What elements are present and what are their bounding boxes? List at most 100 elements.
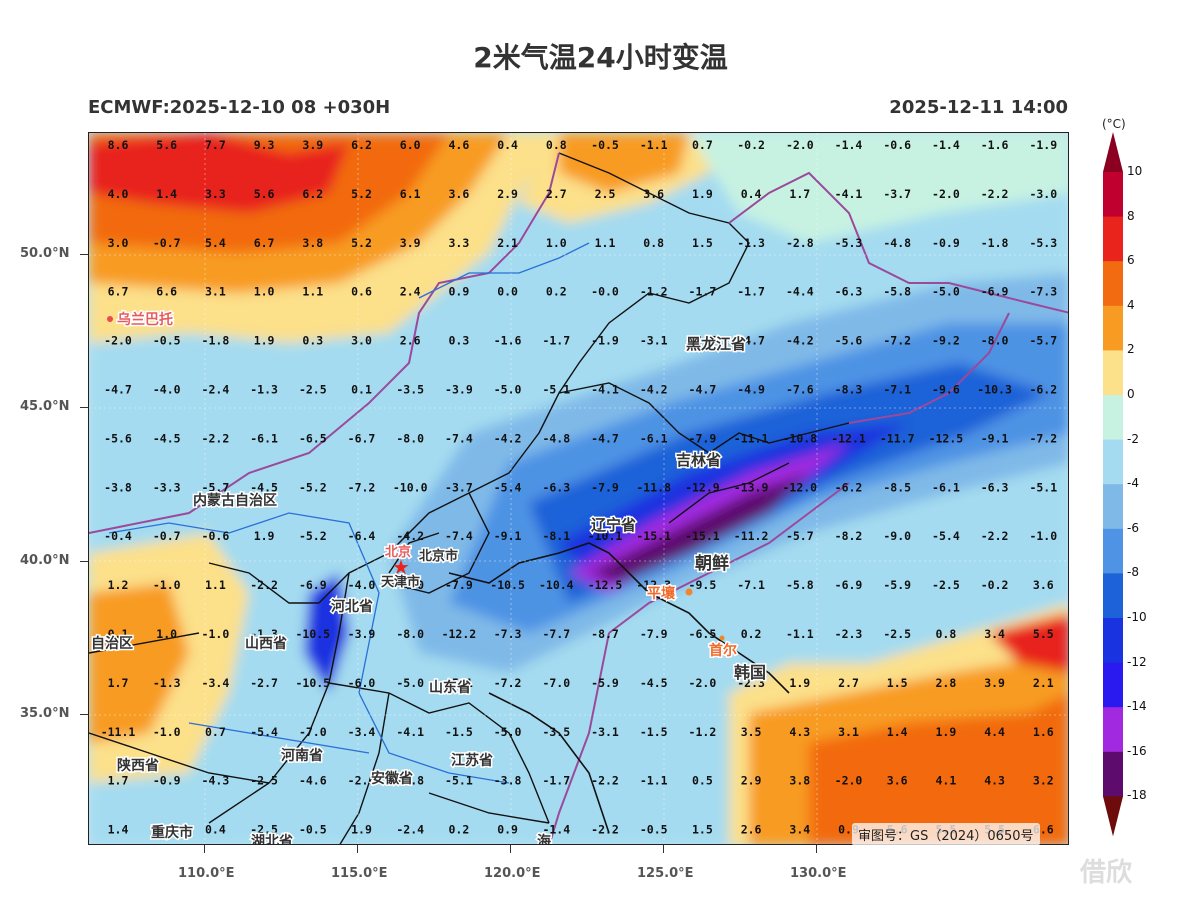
grid-value: -9.1 <box>494 529 522 543</box>
colorbar-segment <box>1103 350 1123 396</box>
grid-value: 1.4 <box>156 823 177 837</box>
grid-value: -1.1 <box>786 627 814 641</box>
grid-value: -8.3 <box>835 383 863 397</box>
grid-value: -15.1 <box>685 529 720 543</box>
grid-value: 2.4 <box>400 285 421 299</box>
longitude-tick-mark <box>663 845 664 853</box>
grid-value: -9.5 <box>689 578 717 592</box>
grid-value: 2.5 <box>595 187 616 201</box>
grid-value: -3.7 <box>445 480 473 494</box>
grid-value: -0.9 <box>932 236 960 250</box>
grid-value: -6.7 <box>348 431 376 445</box>
grid-value: 1.9 <box>254 334 275 348</box>
grid-value: -11.7 <box>880 431 915 445</box>
label-anhui: 安徽省 <box>371 770 413 787</box>
colorbar-segment <box>1103 662 1123 708</box>
grid-value: -7.2 <box>1029 431 1057 445</box>
colorbar-tick-label: -14 <box>1127 699 1147 714</box>
grid-value: 0.9 <box>449 285 470 299</box>
grid-value: 2.9 <box>741 774 762 788</box>
grid-value: -5.6 <box>104 431 132 445</box>
grid-value: 1.9 <box>789 676 810 690</box>
grid-value: -6.5 <box>689 627 717 641</box>
province-borders <box>89 152 850 844</box>
grid-value: 4.3 <box>984 774 1005 788</box>
place-labels: 乌兰巴托 黑龙江省 内蒙古自治区 吉林省 辽宁省 朝鲜 平壤 北京 北京市 天津… <box>90 310 768 845</box>
grid-value: -7.9 <box>689 431 717 445</box>
grid-value: 2.6 <box>400 334 421 348</box>
grid-value: 3.6 <box>449 187 470 201</box>
grid-value: 1.5 <box>692 236 713 250</box>
colorbar-tick-label: -10 <box>1127 610 1147 624</box>
grid-value: -12.0 <box>782 480 817 494</box>
colorbar <box>1103 132 1123 837</box>
longitude-tick-mark <box>816 845 817 853</box>
label-jiangsu: 江苏省 <box>451 752 493 769</box>
grid-value: 0.9 <box>497 823 518 837</box>
grid-value: 0.8 <box>936 627 957 641</box>
grid-value: -0.0 <box>591 285 619 299</box>
grid-value: -0.6 <box>883 138 911 152</box>
colorbar-segment <box>1103 528 1123 574</box>
label-shandong: 山东省 <box>429 679 471 696</box>
grid-values: 8.6 5.6 7.7 9.3 3.9 6.2 6.0 4.6 0.4 0.8 -0.5 -1.1 0.… <box>101 138 1058 837</box>
grid-value: -1.7 <box>542 774 570 788</box>
grid-value: -2.8 <box>396 774 424 788</box>
grid-value: 3.4 <box>984 627 1005 641</box>
grid-value: -4.0 <box>348 578 376 592</box>
grid-value: 1.5 <box>887 676 908 690</box>
grid-value: 4.6 <box>449 138 470 152</box>
grid-value: -1.1 <box>640 138 668 152</box>
grid-value: -7.2 <box>348 480 376 494</box>
grid-value: 7.7 <box>205 138 226 152</box>
grid-value: 2.8 <box>936 676 957 690</box>
grid-value: 3.1 <box>838 725 859 739</box>
grid-value: -12.3 <box>636 578 671 592</box>
grid-value: -5.7 <box>786 529 814 543</box>
grid-value: 3.5 <box>741 725 762 739</box>
label-sea: 海 <box>537 833 551 845</box>
grid-value: 3.6 <box>887 774 908 788</box>
national-borders <box>89 152 1068 844</box>
grid-value: 0.6 <box>351 285 372 299</box>
grid-value: 3.2 <box>1033 774 1054 788</box>
colorbar-tick-label: -12 <box>1127 654 1147 669</box>
grid-value: 0.1 <box>351 383 372 397</box>
grid-value: -5.4 <box>932 529 960 543</box>
label-pyongyang: 平壤 <box>647 585 676 602</box>
grid-value: -6.4 <box>348 529 376 543</box>
grid-value: 9.3 <box>254 138 275 152</box>
grid-value: 3.3 <box>449 236 470 250</box>
grid-value: 3.4 <box>789 823 810 837</box>
grid-value: -6.9 <box>981 285 1009 299</box>
grid-value: -6.1 <box>640 431 668 445</box>
grid-value: -9.6 <box>932 383 960 397</box>
grid-value: -3.3 <box>153 480 181 494</box>
grid-value: -7.9 <box>640 627 668 641</box>
grid-value: -2.7 <box>250 676 278 690</box>
grid-value: 6.7 <box>108 285 129 299</box>
label-heilongjiang: 黑龙江省 <box>686 335 746 353</box>
grid-value: -4.7 <box>689 334 717 348</box>
grid-value: -1.7 <box>542 334 570 348</box>
grid-value: -6.0 <box>348 676 376 690</box>
beijing-star-icon: ★ <box>392 555 410 579</box>
grid-value: -10.1 <box>588 529 623 543</box>
grid-value: 6.1 <box>400 187 421 201</box>
grid-value: -5.2 <box>299 480 327 494</box>
map-field-svg: 8.6 5.6 7.7 9.3 3.9 6.2 6.0 4.6 0.4 0.8 -0.5 -1.1 0.… <box>89 133 1068 845</box>
grid-value: -2.0 <box>104 334 132 348</box>
label-tianjin: 天津市 <box>381 574 420 590</box>
grid-value: -5.4 <box>494 480 522 494</box>
longitude-tick-label: 130.0°E <box>790 866 847 881</box>
grid-value: -3.8 <box>494 774 522 788</box>
latitude-tick-mark <box>80 714 88 715</box>
grid-value: -6.3 <box>981 480 1009 494</box>
grid-value: -5.0 <box>396 676 424 690</box>
grid-value: -6.5 <box>299 431 327 445</box>
grid-value: -3.5 <box>396 383 424 397</box>
grid-value: -5.9 <box>591 676 619 690</box>
grid-value: -4.7 <box>591 431 619 445</box>
grid-value: -4.6 <box>299 774 327 788</box>
colorbar-tick-label: 0 <box>1127 387 1135 401</box>
